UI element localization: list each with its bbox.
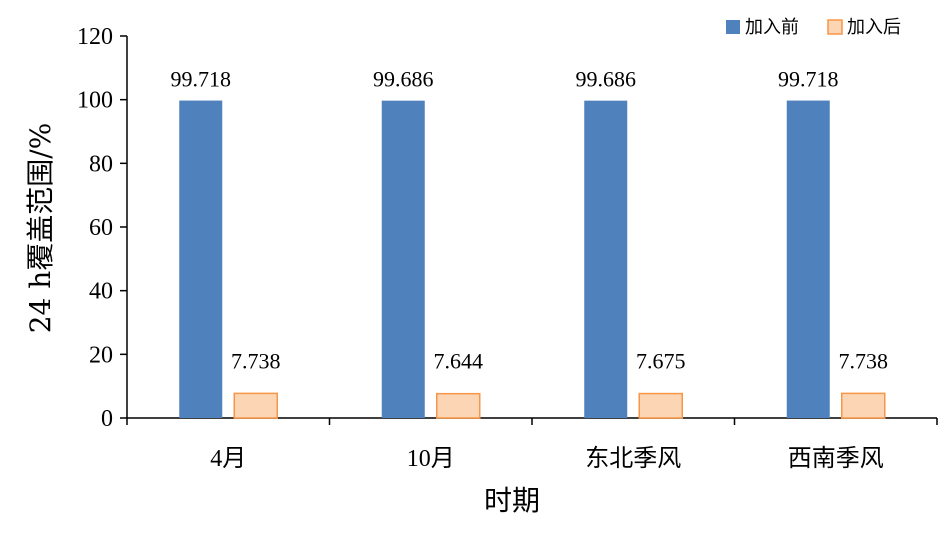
data-label: 99.686 <box>373 67 434 92</box>
data-label: 7.738 <box>231 348 281 373</box>
plot-area: 0 20 40 60 80 100 120 99.718 7.738 4月 99.686 7.644 1… <box>77 24 938 472</box>
legend-label-after: 加入后 <box>847 17 901 38</box>
x-tick-label: 10月 <box>407 446 455 472</box>
y-tick-label: 60 <box>89 215 113 241</box>
bar-after <box>638 392 683 419</box>
y-tick-label: 40 <box>89 279 113 305</box>
data-label: 7.675 <box>636 349 686 374</box>
data-label: 7.644 <box>434 349 484 374</box>
legend-label-before: 加入前 <box>745 17 799 38</box>
bar-before <box>179 100 223 419</box>
bar-after <box>841 392 886 419</box>
bar-before <box>584 100 628 419</box>
x-axis-title: 时期 <box>484 484 540 517</box>
x-tick-label: 东北季风 <box>585 445 681 472</box>
legend-swatch-after <box>827 19 843 35</box>
y-tick-label: 80 <box>89 151 113 177</box>
x-tick-label: 西南季风 <box>788 445 884 472</box>
legend: 加入前 加入后 <box>726 17 901 38</box>
bar-before <box>381 100 425 419</box>
data-label: 99.686 <box>576 67 637 92</box>
data-label: 99.718 <box>778 67 839 92</box>
bar-before <box>786 100 830 419</box>
bar-after <box>233 392 278 419</box>
y-tick-label: 0 <box>101 406 113 432</box>
data-label: 7.738 <box>839 348 889 373</box>
bar-after <box>436 392 481 419</box>
legend-swatch-before <box>726 20 740 34</box>
y-axis-title: 24 h覆盖范围/% <box>24 123 57 334</box>
x-tick-label: 4月 <box>210 446 246 472</box>
y-tick-label: 100 <box>77 88 113 114</box>
data-label: 99.718 <box>171 67 232 92</box>
y-tick-label: 120 <box>77 24 113 50</box>
y-tick-label: 20 <box>89 342 113 368</box>
